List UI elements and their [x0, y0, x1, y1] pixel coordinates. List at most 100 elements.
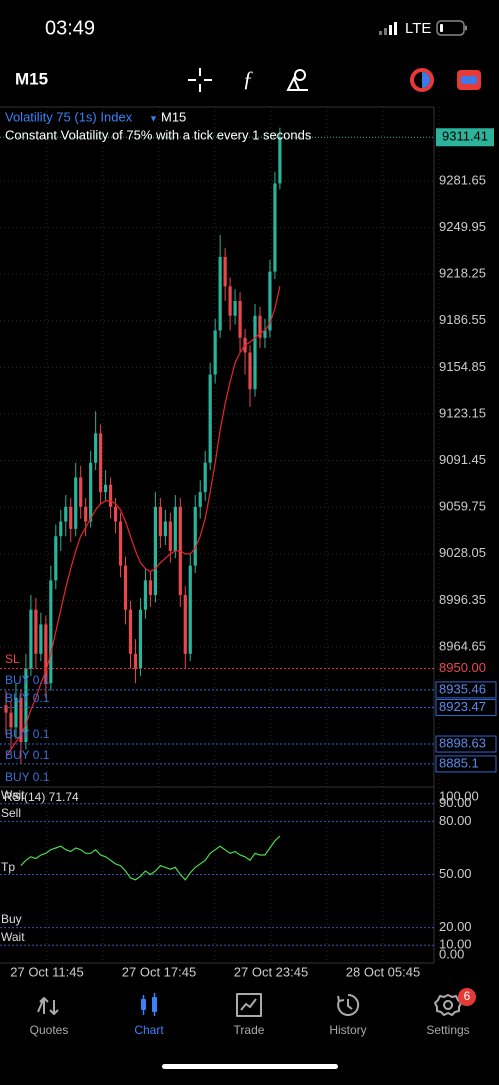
rsi-tick-label: 100.00 [439, 788, 479, 803]
indicators-button[interactable]: ƒ [243, 66, 254, 91]
nav-label[interactable]: Settings [426, 1023, 469, 1037]
network-label: LTE [405, 20, 431, 37]
candle-body [153, 506, 157, 596]
candle-body [94, 433, 98, 463]
rsi-tick-label: 80.00 [439, 813, 472, 828]
candle-body [278, 137, 282, 184]
candle-body [188, 565, 192, 654]
candle-body [128, 609, 133, 654]
nav-label[interactable]: History [329, 1023, 366, 1037]
candle-body [59, 521, 63, 537]
bottom-nav: Quotes Chart Trade History Settings 6 [30, 988, 476, 1037]
candle-body [173, 506, 177, 551]
candle-body [143, 580, 148, 610]
symbol-name[interactable]: Volatility 75 (1s) Index [5, 109, 133, 124]
order-price-label: 8935.46 [439, 681, 486, 696]
order-price-label: 8885.1 [439, 755, 479, 770]
battery-icon [436, 20, 467, 36]
candle-body [148, 580, 153, 596]
candle-body [123, 565, 128, 610]
plot: 9311.41 8950.00 8935.46 8923.47 8898.63 8885.… [0, 127, 497, 944]
time-label: 28 Oct 05:45 [346, 964, 420, 979]
time-label: 27 Oct 11:45 [10, 964, 83, 979]
candle-body [203, 462, 207, 493]
candle-body [263, 330, 267, 338]
order-tag: BUY 0.1 [5, 727, 50, 741]
rsi-tick-label: 90.00 [439, 795, 472, 810]
candle-body [99, 433, 103, 493]
timeframe-button[interactable]: M15 [15, 69, 48, 88]
current-price-box [436, 128, 494, 147]
order-tag: BUY 0.1 [5, 770, 50, 784]
time-label: 27 Oct 17:45 [122, 964, 196, 979]
candle-body [228, 286, 232, 316]
trade-mode-button[interactable] [410, 68, 434, 92]
rsi-level-tag: Tp [1, 860, 15, 874]
order-tag: BUY 0.1 [5, 691, 50, 705]
symbol-dropdown[interactable]: ▼ [149, 113, 158, 123]
home-indicator [162, 1064, 338, 1069]
candle-body [19, 697, 23, 743]
candle-body [9, 712, 13, 728]
order-label-box [435, 755, 497, 773]
rsi-level-tag: Sell [1, 806, 21, 820]
rsi-level-tag: Wait [1, 788, 25, 802]
candle-body [133, 653, 138, 669]
nav-icon [434, 994, 462, 1016]
nav-icon [236, 993, 262, 1017]
candle-body [29, 609, 33, 669]
candle-body [113, 506, 118, 522]
price-tick-label: 9123.15 [439, 405, 486, 420]
candle-body [118, 521, 123, 566]
crosshair-button[interactable] [188, 68, 212, 92]
rsi-tick-label: 10.00 [439, 937, 472, 952]
candle-body [183, 595, 187, 654]
current-price-label: 9311.41 [442, 129, 488, 144]
moving-average [5, 286, 281, 758]
nav-label[interactable]: Trade [234, 1023, 265, 1037]
candle-body [64, 506, 68, 522]
candle-body [193, 506, 197, 566]
candle-body [163, 521, 167, 537]
candle-body [138, 609, 143, 669]
candle-body [223, 256, 227, 287]
nav-label[interactable]: Quotes [30, 1023, 69, 1037]
order-label-box [435, 681, 497, 699]
candle-body [89, 462, 93, 522]
order-tag: BUY 0.1 [5, 748, 50, 762]
price-tick-label: 9059.75 [439, 499, 486, 514]
chart-timeframe: M15 [161, 109, 186, 124]
candle-body [258, 315, 262, 338]
chart-frame [0, 106, 435, 964]
order-label-box [435, 735, 497, 753]
rsi-tick-label: 20.00 [439, 919, 472, 934]
symbol-description: Constant Volatility of 75% with a tick e… [5, 127, 312, 142]
badge-count: 6 [464, 989, 471, 1003]
candle-body [213, 330, 217, 375]
candle-body [54, 536, 58, 581]
grid: 9281.65 9249.95 9218.25 9186.55 9154.85 9123.… [0, 107, 486, 979]
rsi-level-tag: Buy [1, 912, 22, 926]
one-click-button[interactable] [457, 70, 481, 90]
nav-icon [337, 993, 360, 1016]
price-tick-label: 9249.95 [439, 219, 486, 234]
order-price-label: 8923.47 [439, 699, 486, 714]
nav-label[interactable]: Chart [134, 1023, 164, 1037]
objects-button[interactable] [286, 69, 308, 91]
candle-body [238, 301, 242, 338]
price-tick-label: 9186.55 [439, 312, 486, 327]
candle-body [158, 506, 162, 537]
candle-body [24, 668, 28, 743]
candle-body [198, 492, 202, 507]
candle-body [248, 352, 252, 390]
candle-body [253, 315, 257, 390]
price-tick-label: 9154.85 [439, 359, 486, 374]
price-tick-label: 9281.65 [439, 172, 486, 187]
badge [458, 988, 476, 1006]
candle-body [268, 271, 272, 331]
order-label-box [435, 699, 497, 717]
candle-body [14, 697, 18, 728]
